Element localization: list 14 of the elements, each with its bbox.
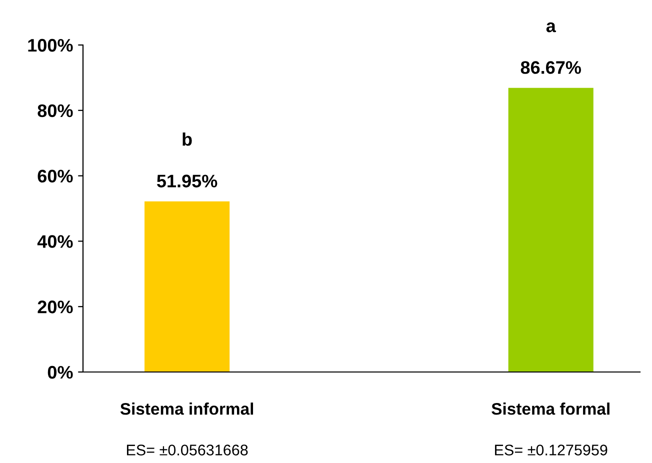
text: a xyxy=(546,22,556,32)
data-label: 51.95% xyxy=(156,174,218,188)
text: ES= ±0.1275959 xyxy=(495,444,608,456)
y-tick-label: 100% xyxy=(28,38,73,52)
y-tick-label: 60% xyxy=(38,170,73,183)
annotation: b xyxy=(182,132,192,146)
y-tick-label: 80% xyxy=(38,104,73,118)
x-tick-label: Sistema formal xyxy=(492,402,610,415)
y-tick-label: 40% xyxy=(37,235,73,248)
data-label: 86.67% xyxy=(520,61,582,74)
y-tick-label: 0% xyxy=(48,366,73,379)
text: ES= ±0.05631668 xyxy=(126,444,248,456)
y-tick-label: 20% xyxy=(38,300,73,314)
x-tick-label: Sistema informal xyxy=(120,402,254,415)
